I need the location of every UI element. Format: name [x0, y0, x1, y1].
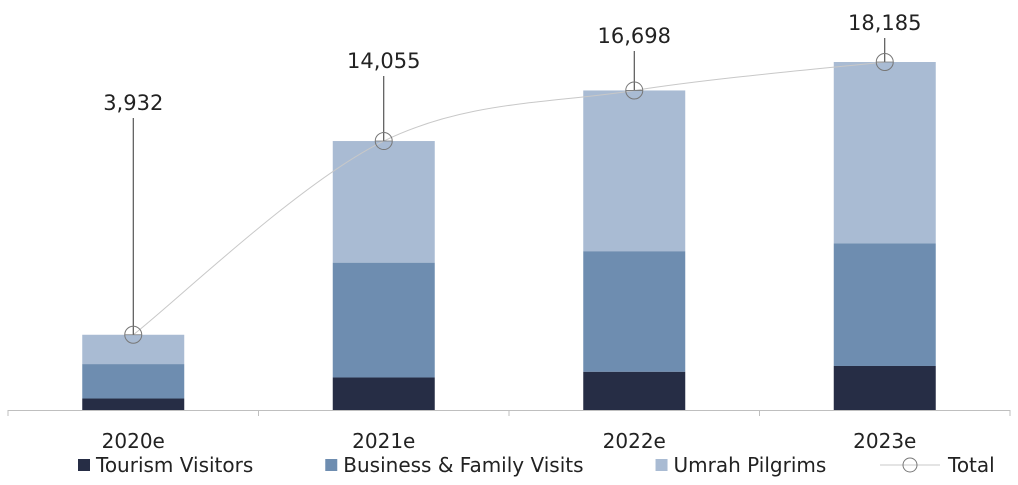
- total-data-label: 3,932: [103, 91, 163, 115]
- bar-business-family-visits-2023e: [833, 243, 936, 366]
- legend: Tourism Visitors Business & Family Visits…: [78, 453, 995, 477]
- bar-business-family-visits-2020e: [82, 364, 185, 399]
- total-data-label: 14,055: [347, 49, 420, 73]
- total-line-layer: 3,932 14,055 16,698 18,185: [103, 11, 921, 344]
- total-data-label: 18,185: [848, 11, 921, 35]
- legend-label: Business & Family Visits: [343, 453, 583, 477]
- x-tick-label: 2020e: [102, 429, 165, 453]
- bars-layer: [82, 62, 936, 410]
- bar-tourism-visitors-2020e: [82, 398, 185, 410]
- bar-tourism-visitors-2022e: [583, 371, 686, 410]
- legend-swatch: [325, 459, 338, 471]
- bar-umrah-pilgrims-2021e: [332, 141, 435, 263]
- x-axis: 2020e 2021e 2022e 2023e: [7, 410, 1011, 453]
- legend-total-marker: [902, 457, 918, 473]
- legend-label: Umrah Pilgrims: [674, 453, 827, 477]
- legend-label: Tourism Visitors: [95, 453, 253, 477]
- x-tick-label: 2022e: [603, 429, 666, 453]
- total-line: [132, 61, 885, 336]
- bar-umrah-pilgrims-2020e: [82, 334, 185, 365]
- legend-swatch: [655, 459, 668, 471]
- legend-swatch: [78, 459, 90, 471]
- bar-tourism-visitors-2023e: [833, 365, 936, 410]
- bar-business-family-visits-2021e: [332, 262, 435, 378]
- bar-umrah-pilgrims-2022e: [583, 90, 686, 252]
- bar-tourism-visitors-2021e: [332, 377, 435, 410]
- total-data-label: 16,698: [598, 24, 671, 48]
- x-tick-label: 2021e: [352, 429, 415, 453]
- bar-umrah-pilgrims-2023e: [833, 62, 936, 244]
- bar-business-family-visits-2022e: [583, 251, 686, 372]
- legend-label: Total: [947, 453, 995, 477]
- x-tick-label: 2023e: [853, 429, 916, 453]
